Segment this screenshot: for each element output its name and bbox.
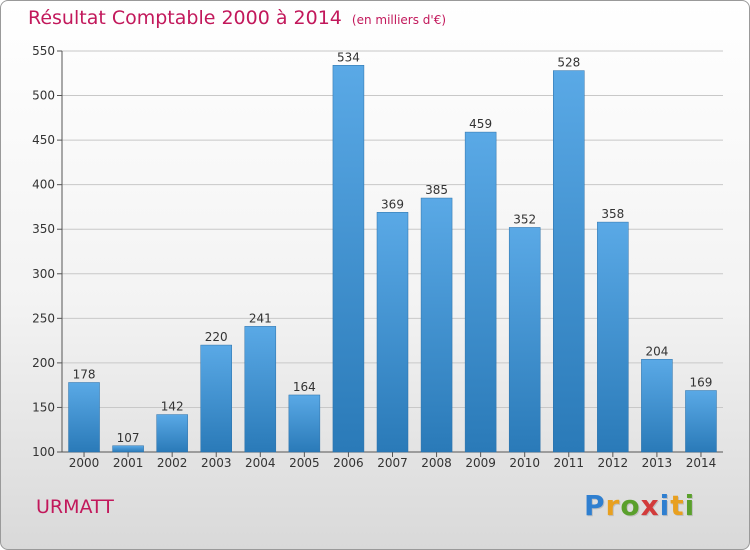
- x-tick-label: 2008: [421, 456, 452, 470]
- data-label: 164: [293, 380, 316, 394]
- y-tick-label: 300: [32, 267, 55, 281]
- y-tick-label: 250: [32, 311, 55, 325]
- y-tick-label: 350: [32, 222, 55, 236]
- proxiti-logo: Proxiti: [584, 489, 695, 522]
- bar-2008: [420, 197, 453, 453]
- bar-2002: [156, 414, 188, 453]
- data-label: 107: [117, 431, 140, 445]
- data-label: 385: [425, 183, 448, 197]
- data-label: 169: [690, 376, 713, 390]
- y-tick-label: 100: [32, 445, 55, 459]
- data-label: 241: [249, 311, 272, 325]
- bar-2012: [597, 221, 629, 453]
- bar-2005: [288, 394, 321, 453]
- chart-title-text: Résultat Comptable 2000 à 2014: [28, 7, 342, 29]
- data-label: 352: [513, 212, 536, 226]
- bar-2010: [508, 227, 541, 453]
- logo-letter: i: [659, 489, 671, 522]
- bars: [68, 65, 717, 453]
- x-tick-label: 2014: [686, 456, 717, 470]
- data-label: 204: [645, 344, 668, 358]
- bar-2009: [464, 131, 497, 453]
- y-tick-label: 550: [32, 44, 55, 58]
- logo-letter: r: [605, 489, 621, 522]
- y-tick-label: 500: [32, 89, 55, 103]
- x-tick-label: 2005: [289, 456, 320, 470]
- logo-letter: P: [584, 489, 606, 522]
- place-name: URMATT: [36, 496, 114, 518]
- data-label: 358: [601, 207, 624, 221]
- bar-2007: [376, 212, 409, 453]
- data-label: 369: [381, 197, 404, 211]
- x-tick-label: 2003: [201, 456, 232, 470]
- y-tick-label: 400: [32, 178, 55, 192]
- bar-2013: [641, 359, 673, 453]
- x-tick-label: 2007: [377, 456, 408, 470]
- data-label: 528: [557, 56, 580, 70]
- logo-letter: o: [620, 489, 641, 522]
- y-tick-label: 450: [32, 133, 55, 147]
- logo-letter: t: [670, 489, 685, 522]
- bar-2001: [112, 445, 144, 453]
- chart-subtitle: (en milliers d'€): [351, 13, 447, 27]
- x-tick-label: 2012: [598, 456, 629, 470]
- x-tick-label: 2000: [69, 456, 100, 470]
- bar-2014: [685, 390, 717, 453]
- x-tick-label: 2001: [113, 456, 144, 470]
- y-tick-label: 150: [32, 400, 55, 414]
- x-tick-label: 2011: [553, 456, 584, 470]
- data-label: 142: [161, 400, 184, 414]
- logo-letter: i: [684, 489, 696, 522]
- x-tick-label: 2006: [333, 456, 364, 470]
- bar-2000: [68, 382, 100, 453]
- x-tick-label: 2009: [465, 456, 496, 470]
- bar-2003: [200, 344, 232, 453]
- x-tick-label: 2002: [157, 456, 188, 470]
- y-tick-label: 200: [32, 356, 55, 370]
- bar-2011: [553, 70, 585, 453]
- data-label: 459: [469, 117, 492, 131]
- chart-title: Résultat Comptable 2000 à 2014 (en millie…: [28, 7, 446, 29]
- data-label: 178: [73, 367, 96, 381]
- bar-2006: [332, 65, 365, 453]
- x-tick-label: 2010: [509, 456, 540, 470]
- data-label: 534: [337, 50, 360, 64]
- x-tick-label: 2013: [642, 456, 673, 470]
- data-label: 220: [205, 330, 228, 344]
- data-labels: 178 107 142 220 241 164 534 369 385 459 352 528 358 2…: [73, 50, 713, 445]
- x-tick-label: 2004: [245, 456, 276, 470]
- logo-letter: x: [640, 489, 660, 522]
- bar-2004: [244, 326, 277, 453]
